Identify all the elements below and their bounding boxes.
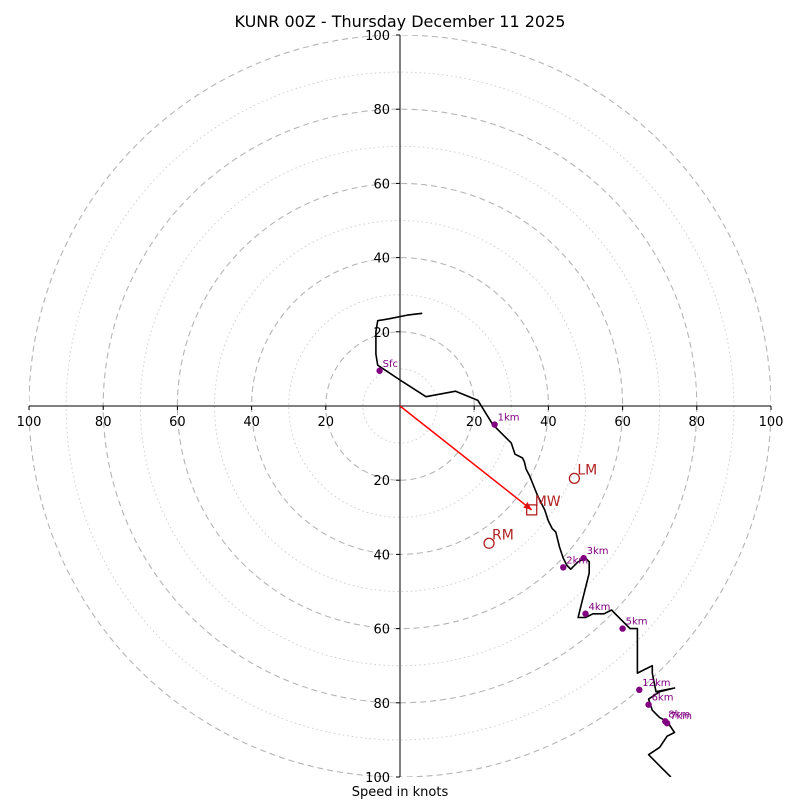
- hodograph-trace-group: [375, 312, 676, 777]
- height-point-label: 5km: [626, 617, 648, 628]
- height-point-label: 1km: [498, 413, 520, 424]
- y-tick-label: 100: [365, 771, 390, 786]
- height-point: [582, 610, 589, 617]
- height-point-label: 7km: [670, 711, 692, 722]
- height-point: [619, 625, 626, 632]
- height-point: [662, 718, 669, 725]
- y-tick-label: 100: [365, 29, 390, 44]
- y-tick-label: 40: [373, 252, 390, 267]
- hodograph-trace: [375, 312, 676, 777]
- y-tick-label: 80: [373, 697, 390, 712]
- x-tick-label: 40: [540, 415, 557, 430]
- height-point-label: 4km: [589, 602, 611, 613]
- chart-title: KUNR 00Z - Thursday December 11 2025: [235, 12, 566, 31]
- y-tick-label: 60: [373, 623, 390, 638]
- storm-marker-label: LM: [577, 462, 597, 478]
- height-point-label: 6km: [652, 693, 674, 704]
- x-tick-label: 20: [466, 415, 483, 430]
- height-point: [376, 367, 383, 374]
- storm-marker-circle: [483, 537, 495, 549]
- height-point: [636, 686, 643, 694]
- y-tick-label: 20: [373, 326, 390, 341]
- storm-marker-circle: [568, 472, 581, 484]
- mean-wind-vector: [399, 405, 533, 511]
- storm-marker-square: [526, 504, 538, 516]
- x-tick-label: 100: [759, 415, 784, 430]
- x-tick-label: 20: [318, 415, 335, 430]
- x-tick-label: 40: [243, 415, 260, 430]
- y-tick-labels: 100 80 60 40 20 20 40 60 80 100: [365, 29, 390, 786]
- x-axis-label: Speed in knots: [352, 785, 449, 800]
- height-point-label: Sfc: [383, 359, 398, 370]
- height-point: [580, 554, 587, 562]
- x-tick-label: 80: [689, 415, 706, 430]
- height-point: [560, 564, 567, 571]
- height-point: [491, 421, 498, 428]
- storm-marker-label: RM: [492, 527, 514, 543]
- y-tick-label: 60: [373, 177, 390, 192]
- height-point-label: 2km: [566, 555, 588, 566]
- x-tick-labels: 100 80 60 40 20 20 40 60 80 100: [17, 415, 784, 430]
- storm-motion-vector-group: [399, 405, 533, 511]
- height-point-label: 8km: [668, 709, 690, 720]
- height-point: [645, 701, 652, 708]
- storm-motion-markers: LM MW RM: [483, 462, 597, 549]
- height-point-label: 12km: [642, 678, 670, 689]
- x-tick-label: 60: [169, 415, 186, 430]
- x-tick-label: 80: [95, 415, 112, 430]
- y-tick-label: 20: [373, 474, 390, 489]
- height-point-label: 3km: [587, 546, 609, 557]
- vector-arrowhead: [523, 502, 532, 510]
- y-tick-label: 40: [373, 548, 390, 563]
- x-tick-label: 60: [614, 415, 631, 430]
- y-tick-label: 80: [373, 103, 390, 118]
- storm-marker-label: MW: [535, 494, 561, 510]
- x-tick-label: 100: [17, 415, 42, 430]
